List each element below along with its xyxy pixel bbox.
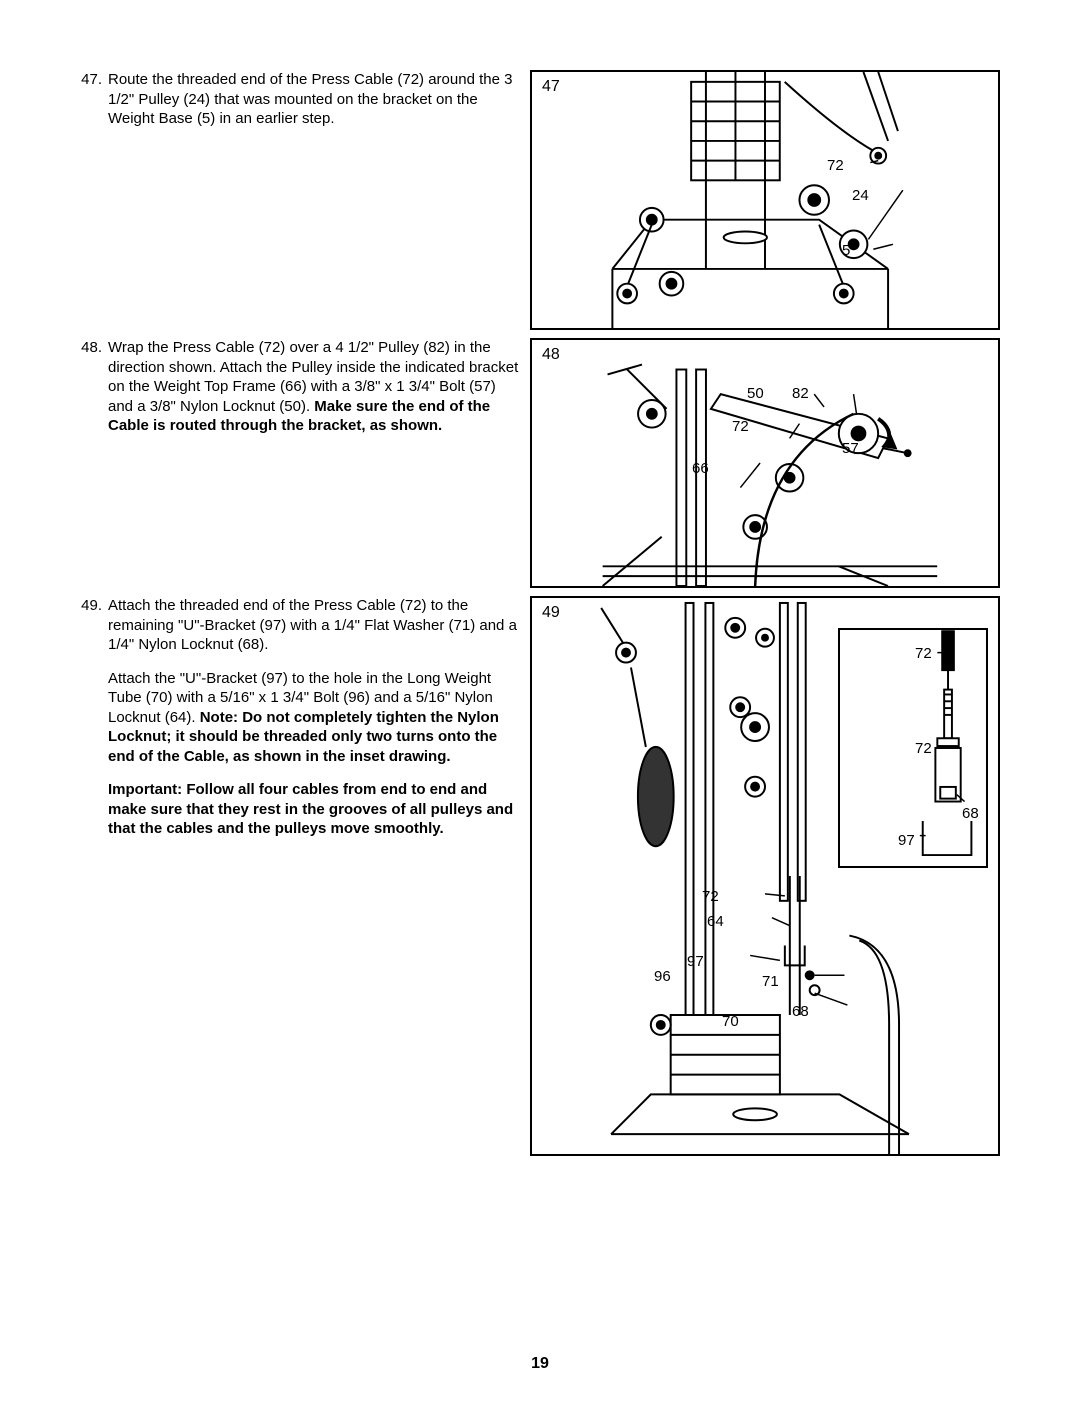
page-number: 19 bbox=[0, 1355, 1080, 1373]
step-body: Route the threaded end of the Press Cabl… bbox=[108, 70, 520, 143]
part-label: 97 bbox=[687, 953, 704, 970]
part-label: 97 bbox=[898, 832, 915, 849]
part-label: 70 bbox=[722, 1013, 739, 1030]
figure-label: 47 bbox=[542, 78, 560, 96]
step-49-figure-col: 49 bbox=[520, 596, 1000, 1156]
step-number: 48. bbox=[80, 338, 108, 358]
part-label: 57 bbox=[842, 440, 859, 457]
part-label: 72 bbox=[827, 157, 844, 174]
part-label: 5 bbox=[842, 242, 850, 259]
part-label: 68 bbox=[962, 805, 979, 822]
step-47-row: 47. Route the threaded end of the Press … bbox=[80, 70, 1000, 330]
part-label: 82 bbox=[792, 385, 809, 402]
figure-label: 49 bbox=[542, 604, 560, 622]
step-paragraph: Wrap the Press Cable (72) over a 4 1/2" … bbox=[108, 338, 520, 436]
part-label: 72 bbox=[915, 645, 932, 662]
figure-47: 47 bbox=[530, 70, 1000, 330]
figure-label: 48 bbox=[542, 346, 560, 364]
part-label: 71 bbox=[762, 973, 779, 990]
part-label: 66 bbox=[692, 460, 709, 477]
step-48-text: 48. Wrap the Press Cable (72) over a 4 1… bbox=[80, 338, 520, 450]
part-label: 24 bbox=[852, 187, 869, 204]
figure-48: 48 bbox=[530, 338, 1000, 588]
figure-49-inset: 72 72 68 97 bbox=[838, 628, 988, 868]
part-label: 96 bbox=[654, 968, 671, 985]
step-paragraph: Important: Follow all four cables from e… bbox=[108, 780, 520, 839]
step-paragraph: Attach the "U"-Bracket (97) to the hole … bbox=[108, 669, 520, 767]
step-body: Attach the threaded end of the Press Cab… bbox=[108, 596, 520, 853]
figure-49: 49 bbox=[530, 596, 1000, 1156]
part-label: 50 bbox=[747, 385, 764, 402]
step-paragraph: Route the threaded end of the Press Cabl… bbox=[108, 70, 520, 129]
step-48-row: 48. Wrap the Press Cable (72) over a 4 1… bbox=[80, 338, 1000, 588]
step-47-text: 47. Route the threaded end of the Press … bbox=[80, 70, 520, 143]
figure-47-drawing bbox=[532, 72, 998, 328]
step-paragraph: Attach the threaded end of the Press Cab… bbox=[108, 596, 520, 655]
part-label: 68 bbox=[792, 1003, 809, 1020]
step-number: 47. bbox=[80, 70, 108, 90]
step-49-row: 49. Attach the threaded end of the Press… bbox=[80, 596, 1000, 1156]
step-48-figure-col: 48 bbox=[520, 338, 1000, 588]
figure-48-drawing bbox=[532, 340, 998, 586]
step-number: 49. bbox=[80, 596, 108, 616]
figure-49-inset-drawing bbox=[840, 630, 986, 866]
part-label: 72 bbox=[732, 418, 749, 435]
step-47-figure-col: 47 bbox=[520, 70, 1000, 330]
step-49-text: 49. Attach the threaded end of the Press… bbox=[80, 596, 520, 853]
part-label: 64 bbox=[707, 913, 724, 930]
step-body: Wrap the Press Cable (72) over a 4 1/2" … bbox=[108, 338, 520, 450]
part-label: 72 bbox=[915, 740, 932, 757]
part-label: 72 bbox=[702, 888, 719, 905]
